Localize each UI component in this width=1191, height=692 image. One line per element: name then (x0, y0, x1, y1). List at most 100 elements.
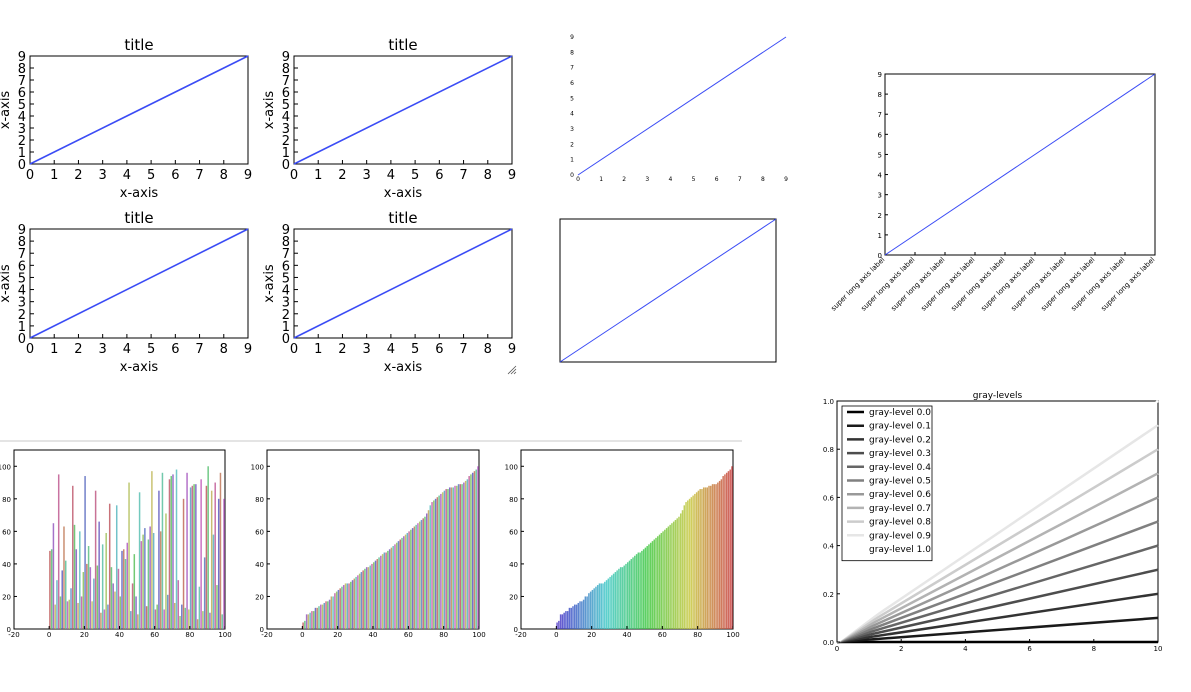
chart-frameless: 0 1 2 3 4 5 6 7 8 9 0 1 2 3 4 5 6 7 8 9 (570, 34, 788, 183)
series-line (559, 218, 777, 363)
y-tick-label: 100 (505, 463, 518, 471)
bar (448, 487, 451, 629)
x-tick-label: 80 (439, 631, 448, 639)
bar (395, 542, 398, 629)
bar (108, 503, 111, 629)
bar (657, 536, 659, 629)
series-line (836, 448, 1159, 644)
bar (170, 476, 172, 629)
y-tick-label: 4 (570, 111, 574, 118)
bar (137, 614, 139, 629)
bar (556, 622, 558, 629)
bar (168, 479, 171, 629)
bar (188, 609, 190, 629)
y-tick-label: 5 (282, 271, 290, 286)
bar (117, 568, 120, 629)
y-tick-label: 8 (570, 49, 574, 56)
bar (575, 604, 578, 629)
bar (616, 570, 618, 629)
bar (123, 549, 125, 629)
x-tick-label: 2 (74, 168, 82, 183)
y-tick-label: 20 (2, 593, 11, 601)
bar (690, 497, 693, 629)
bar (612, 573, 615, 629)
y-tick-label: 0 (282, 158, 290, 173)
y-tick-label: 1 (878, 232, 882, 240)
bar (687, 500, 689, 629)
bar (413, 526, 416, 629)
bar (216, 585, 218, 629)
x-tick-label: 1 (50, 342, 58, 357)
y-tick-label: 80 (2, 496, 11, 504)
bar (427, 510, 430, 629)
bar (210, 490, 213, 629)
bar (166, 594, 169, 629)
y-tick-label: 0.2 (823, 591, 834, 599)
x-tick-label: 1 (314, 168, 322, 183)
bar (348, 583, 350, 629)
series-line (836, 616, 1159, 644)
bar (470, 474, 472, 629)
x-tick-label: 100 (218, 631, 231, 639)
bar (660, 532, 663, 629)
y-tick-label: 40 (255, 561, 264, 569)
bar (75, 549, 78, 629)
x-tick-label: 0 (576, 176, 580, 183)
bar (468, 476, 470, 629)
bar (217, 498, 220, 629)
bar (623, 565, 625, 629)
bar (334, 593, 336, 629)
bar (701, 489, 703, 629)
x-tick-label: 6 (171, 168, 179, 183)
bar (621, 567, 624, 629)
y-tick-label: 9 (18, 50, 26, 65)
bar (87, 546, 90, 629)
x-tick-label: 5 (411, 342, 419, 357)
x-tick-label: 4 (123, 168, 131, 183)
x-tick-label: super long axis label (1070, 256, 1127, 313)
bar (98, 521, 100, 629)
bar (600, 583, 603, 629)
bar (145, 606, 148, 629)
y-tick-label: 7 (282, 247, 290, 262)
bar (135, 596, 137, 629)
bar (706, 487, 709, 629)
bar (662, 531, 664, 629)
bar (436, 497, 439, 629)
x-tick-label: 3 (363, 342, 371, 357)
y-tick-label: 1 (18, 320, 26, 335)
bar (56, 580, 58, 629)
bar (103, 609, 106, 629)
legend-label: gray-level 0.5 (869, 477, 931, 487)
bar (378, 557, 380, 629)
bar (82, 572, 85, 629)
bar (695, 492, 698, 629)
plot-frame (884, 73, 1156, 256)
y-tick-label: 7 (878, 111, 882, 119)
bar (126, 542, 129, 629)
y-tick-label: 60 (255, 528, 264, 536)
bar (357, 575, 359, 629)
bar (570, 607, 572, 629)
bar (717, 482, 719, 629)
bar (711, 484, 714, 629)
y-tick-label: 9 (570, 34, 574, 41)
bar (84, 476, 86, 629)
x-tick-label: 7 (195, 168, 203, 183)
bar (683, 505, 686, 629)
bar (175, 469, 178, 629)
bar (373, 562, 375, 629)
x-tick-label: 0 (26, 342, 34, 357)
bar (725, 472, 728, 629)
bar (713, 484, 716, 629)
x-tick-label: 8 (484, 168, 492, 183)
bar (411, 528, 414, 629)
legend-label: gray-level 0.7 (869, 504, 931, 514)
bar (353, 578, 356, 629)
bar (86, 563, 88, 629)
bar (445, 489, 447, 629)
bar (680, 513, 682, 629)
bar (107, 604, 109, 629)
resize-grip-icon (507, 365, 517, 375)
bar (471, 472, 474, 629)
